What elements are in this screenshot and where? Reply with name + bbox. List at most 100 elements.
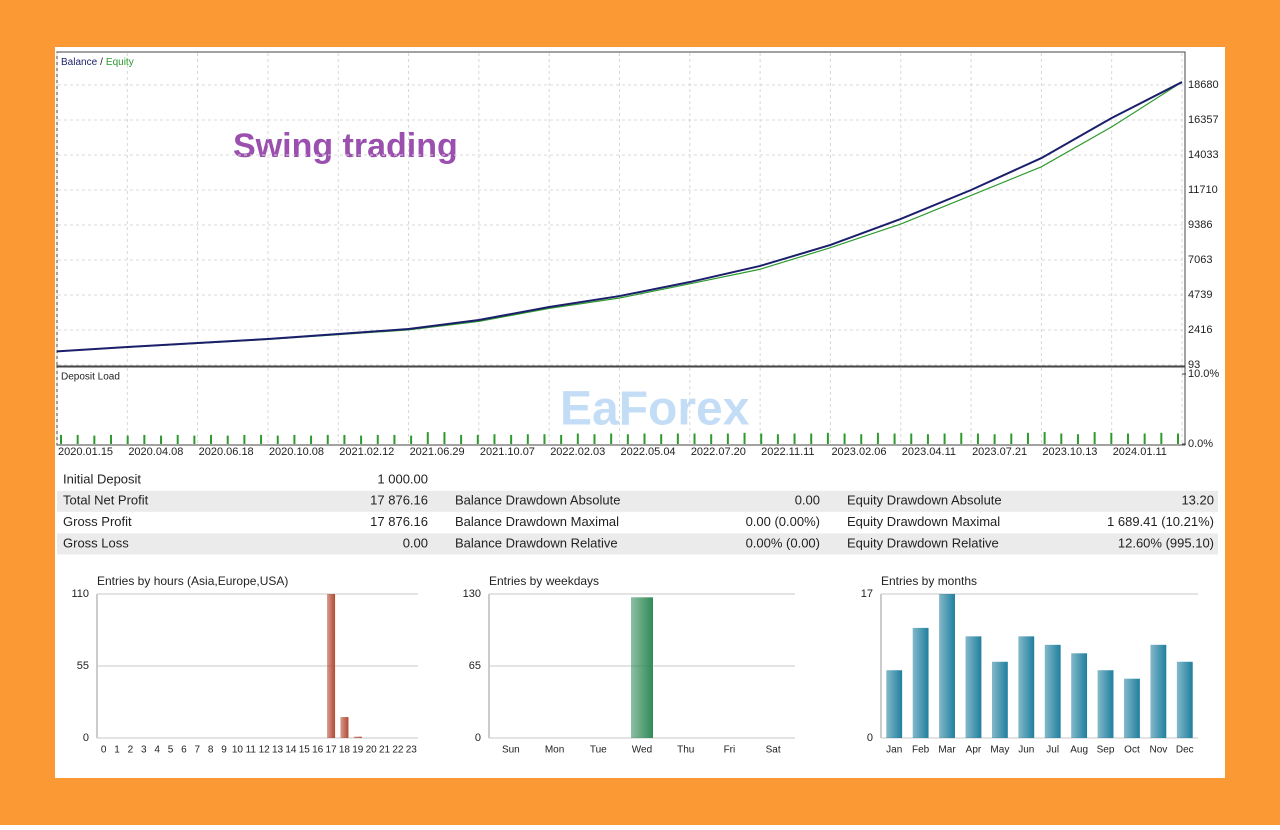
bar [493, 434, 496, 444]
stat-label: Balance Drawdown Relative [455, 535, 618, 550]
bar [710, 434, 713, 444]
x-tick-label: Sep [1097, 745, 1115, 756]
bar [1097, 670, 1114, 738]
bar [1010, 433, 1013, 444]
bar [126, 435, 129, 444]
legend-entry: Equity [106, 57, 134, 68]
x-tick-label: 9 [221, 745, 227, 756]
x-tick-label: Oct [1124, 745, 1140, 756]
stat-label: Equity Drawdown Absolute [847, 493, 1002, 508]
bar [1044, 644, 1061, 738]
stat-value: 0.00 [795, 493, 820, 508]
bar [976, 433, 979, 444]
x-tick-label: 2023.10.13 [1042, 446, 1097, 458]
bar [260, 434, 263, 444]
bar [326, 434, 329, 444]
bar [226, 435, 229, 444]
x-tick-label: Mar [938, 745, 956, 756]
y-tick-label: 0.0% [1188, 438, 1213, 450]
bar [343, 434, 346, 444]
y-tick-label: 2416 [1188, 324, 1212, 336]
x-tick-label: 4 [154, 745, 160, 756]
bar [510, 434, 513, 444]
y-tick-label: 0 [867, 732, 873, 744]
x-tick-label: Jan [886, 745, 902, 756]
stat-value: 0.00 (0.00%) [746, 514, 820, 529]
bar [340, 717, 349, 738]
bar [1026, 432, 1029, 444]
x-tick-label: 22 [392, 745, 404, 756]
bar [393, 434, 396, 444]
x-tick-label: 2020.04.08 [128, 446, 183, 458]
x-tick-label: 15 [299, 745, 311, 756]
x-tick-label: 18 [339, 745, 351, 756]
bar [360, 435, 363, 444]
bar [943, 433, 946, 444]
x-tick-label: 2022.05.04 [621, 446, 676, 458]
bar [1143, 433, 1146, 444]
y-tick-label: 18680 [1188, 79, 1219, 91]
bar [293, 434, 296, 444]
bar [110, 434, 113, 444]
bar [143, 434, 146, 444]
bar [176, 434, 179, 444]
bar [760, 433, 763, 444]
legend-separator: / [100, 57, 103, 68]
bar [1176, 661, 1193, 738]
chart-title: Entries by weekdays [489, 574, 599, 588]
bar [193, 435, 196, 444]
x-tick-label: 2022.07.20 [691, 446, 746, 458]
stat-label: Balance Drawdown Maximal [455, 514, 619, 529]
bar [893, 433, 896, 444]
bar [1177, 433, 1179, 444]
stat-value: 0.00 [403, 535, 428, 550]
watermark: EaForex [560, 383, 750, 436]
legend-entry: Balance [61, 57, 98, 68]
bar [543, 434, 546, 444]
x-tick-label: 8 [208, 745, 214, 756]
y-tick-label: 16357 [1188, 114, 1219, 126]
row-background [57, 490, 1218, 512]
x-tick-label: Apr [966, 745, 982, 756]
bar [886, 670, 903, 738]
bar [776, 434, 779, 444]
bar [626, 434, 629, 444]
stat-label: Initial Deposit [63, 471, 141, 486]
y-tick-label: 4739 [1188, 289, 1212, 301]
bar [793, 433, 796, 444]
bar [660, 434, 663, 444]
chart-title: Swing trading [233, 127, 458, 165]
y-tick-label: 55 [77, 660, 89, 672]
stat-value: 1 689.41 (10.21%) [1107, 514, 1214, 529]
x-tick-label: May [990, 745, 1009, 756]
bar [276, 435, 279, 444]
bar [1110, 432, 1113, 444]
balance-chart-frame [56, 51, 1186, 367]
bar [843, 433, 846, 444]
x-tick-label: Aug [1070, 745, 1088, 756]
stat-value: 1 000.00 [377, 471, 428, 486]
y-tick-label: 11710 [1188, 184, 1218, 196]
x-tick-label: Mon [545, 745, 564, 756]
bar [1093, 432, 1096, 444]
x-tick-label: Nov [1149, 745, 1167, 756]
bar [1126, 433, 1129, 444]
x-tick-label: 10 [232, 745, 244, 756]
x-tick-label: 2021.06.29 [410, 446, 465, 458]
x-tick-label: 13 [272, 745, 284, 756]
legend: Balance / Equity [61, 57, 134, 68]
bar [376, 434, 379, 444]
bar [726, 433, 729, 444]
bar [910, 433, 913, 444]
x-tick-label: Thu [677, 745, 694, 756]
y-tick-label: 10.0% [1188, 368, 1219, 380]
x-tick-label: 5 [168, 745, 174, 756]
bar [93, 435, 96, 444]
bar [676, 433, 679, 444]
y-tick-label: 7063 [1188, 254, 1212, 266]
bar [939, 594, 955, 738]
bar [353, 736, 362, 738]
stat-label: Total Net Profit [63, 493, 149, 508]
x-tick-label: Fri [724, 745, 736, 756]
